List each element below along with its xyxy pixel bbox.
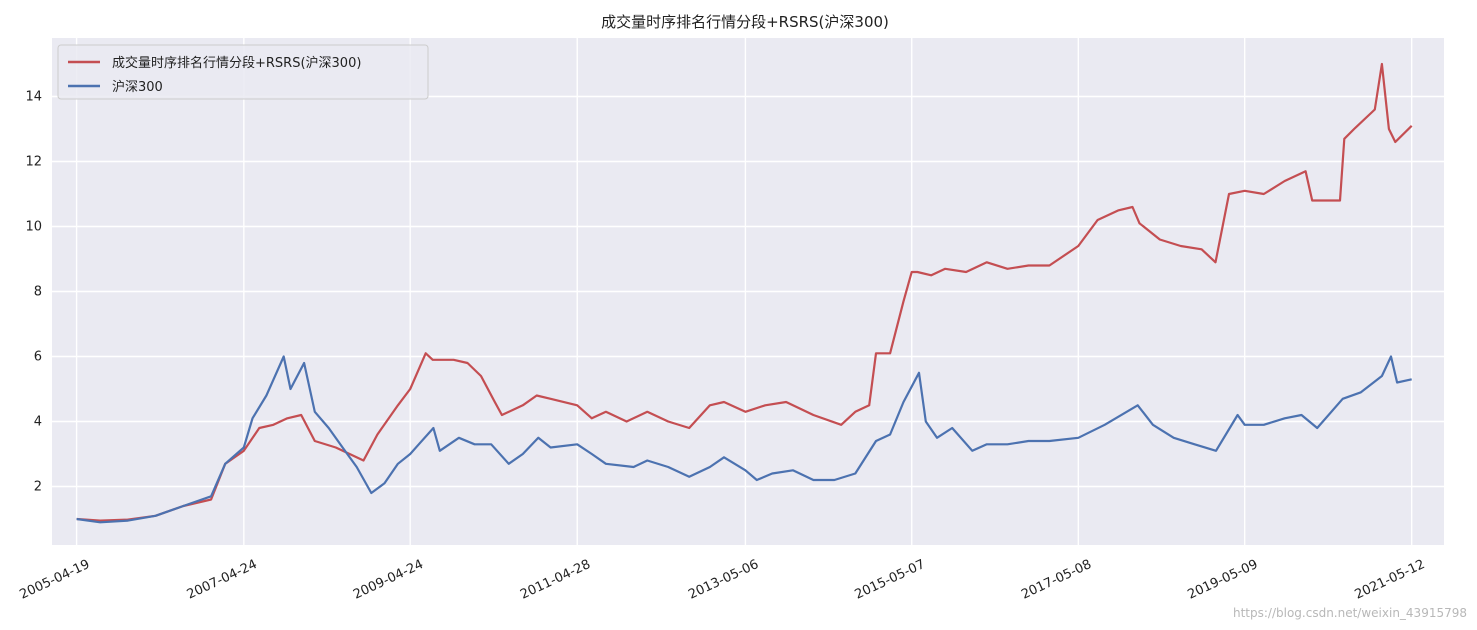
y-tick-label: 10 (25, 220, 42, 235)
watermark: https://blog.csdn.net/weixin_43915798 (1232, 606, 1467, 620)
x-tick-label: 2009-04-24 (351, 557, 426, 603)
x-axis-ticks: 2005-04-19 2007-04-24 2009-04-24 2011-04-28… (17, 557, 1427, 603)
series-layer (76, 62, 1413, 524)
x-tick-label: 2021-05-12 (1353, 557, 1428, 603)
y-tick-label: 8 (34, 285, 42, 300)
legend: 成交量时序排名行情分段+RSRS(沪深300) 沪深300 (57, 44, 429, 100)
y-tick-label: 14 (25, 90, 42, 105)
y-tick-label: 4 (34, 415, 42, 430)
legend-label-hs300: 沪深300 (112, 79, 163, 95)
y-tick-label: 2 (34, 480, 42, 495)
series-line-hs300 (76, 355, 1412, 524)
x-tick-label: 2015-05-07 (853, 557, 928, 603)
x-tick-label: 2017-05-08 (1019, 557, 1094, 603)
y-tick-label: 6 (34, 350, 42, 365)
y-tick-label: 12 (25, 155, 42, 170)
series-line-strategy (76, 62, 1413, 522)
legend-label-strategy: 成交量时序排名行情分段+RSRS(沪深300) (112, 55, 361, 71)
x-tick-label: 2013-05-06 (686, 557, 761, 603)
y-axis-ticks: 2 4 6 8 10 12 14 (25, 90, 42, 495)
x-tick-label: 2019-05-09 (1186, 557, 1261, 603)
legend-box (57, 44, 429, 100)
x-tick-label: 2011-04-28 (518, 557, 593, 603)
chart-title: 成交量时序排名行情分段+RSRS(沪深300) (601, 13, 889, 31)
x-tick-label: 2005-04-19 (17, 557, 92, 603)
x-tick-label: 2007-04-24 (185, 557, 260, 603)
